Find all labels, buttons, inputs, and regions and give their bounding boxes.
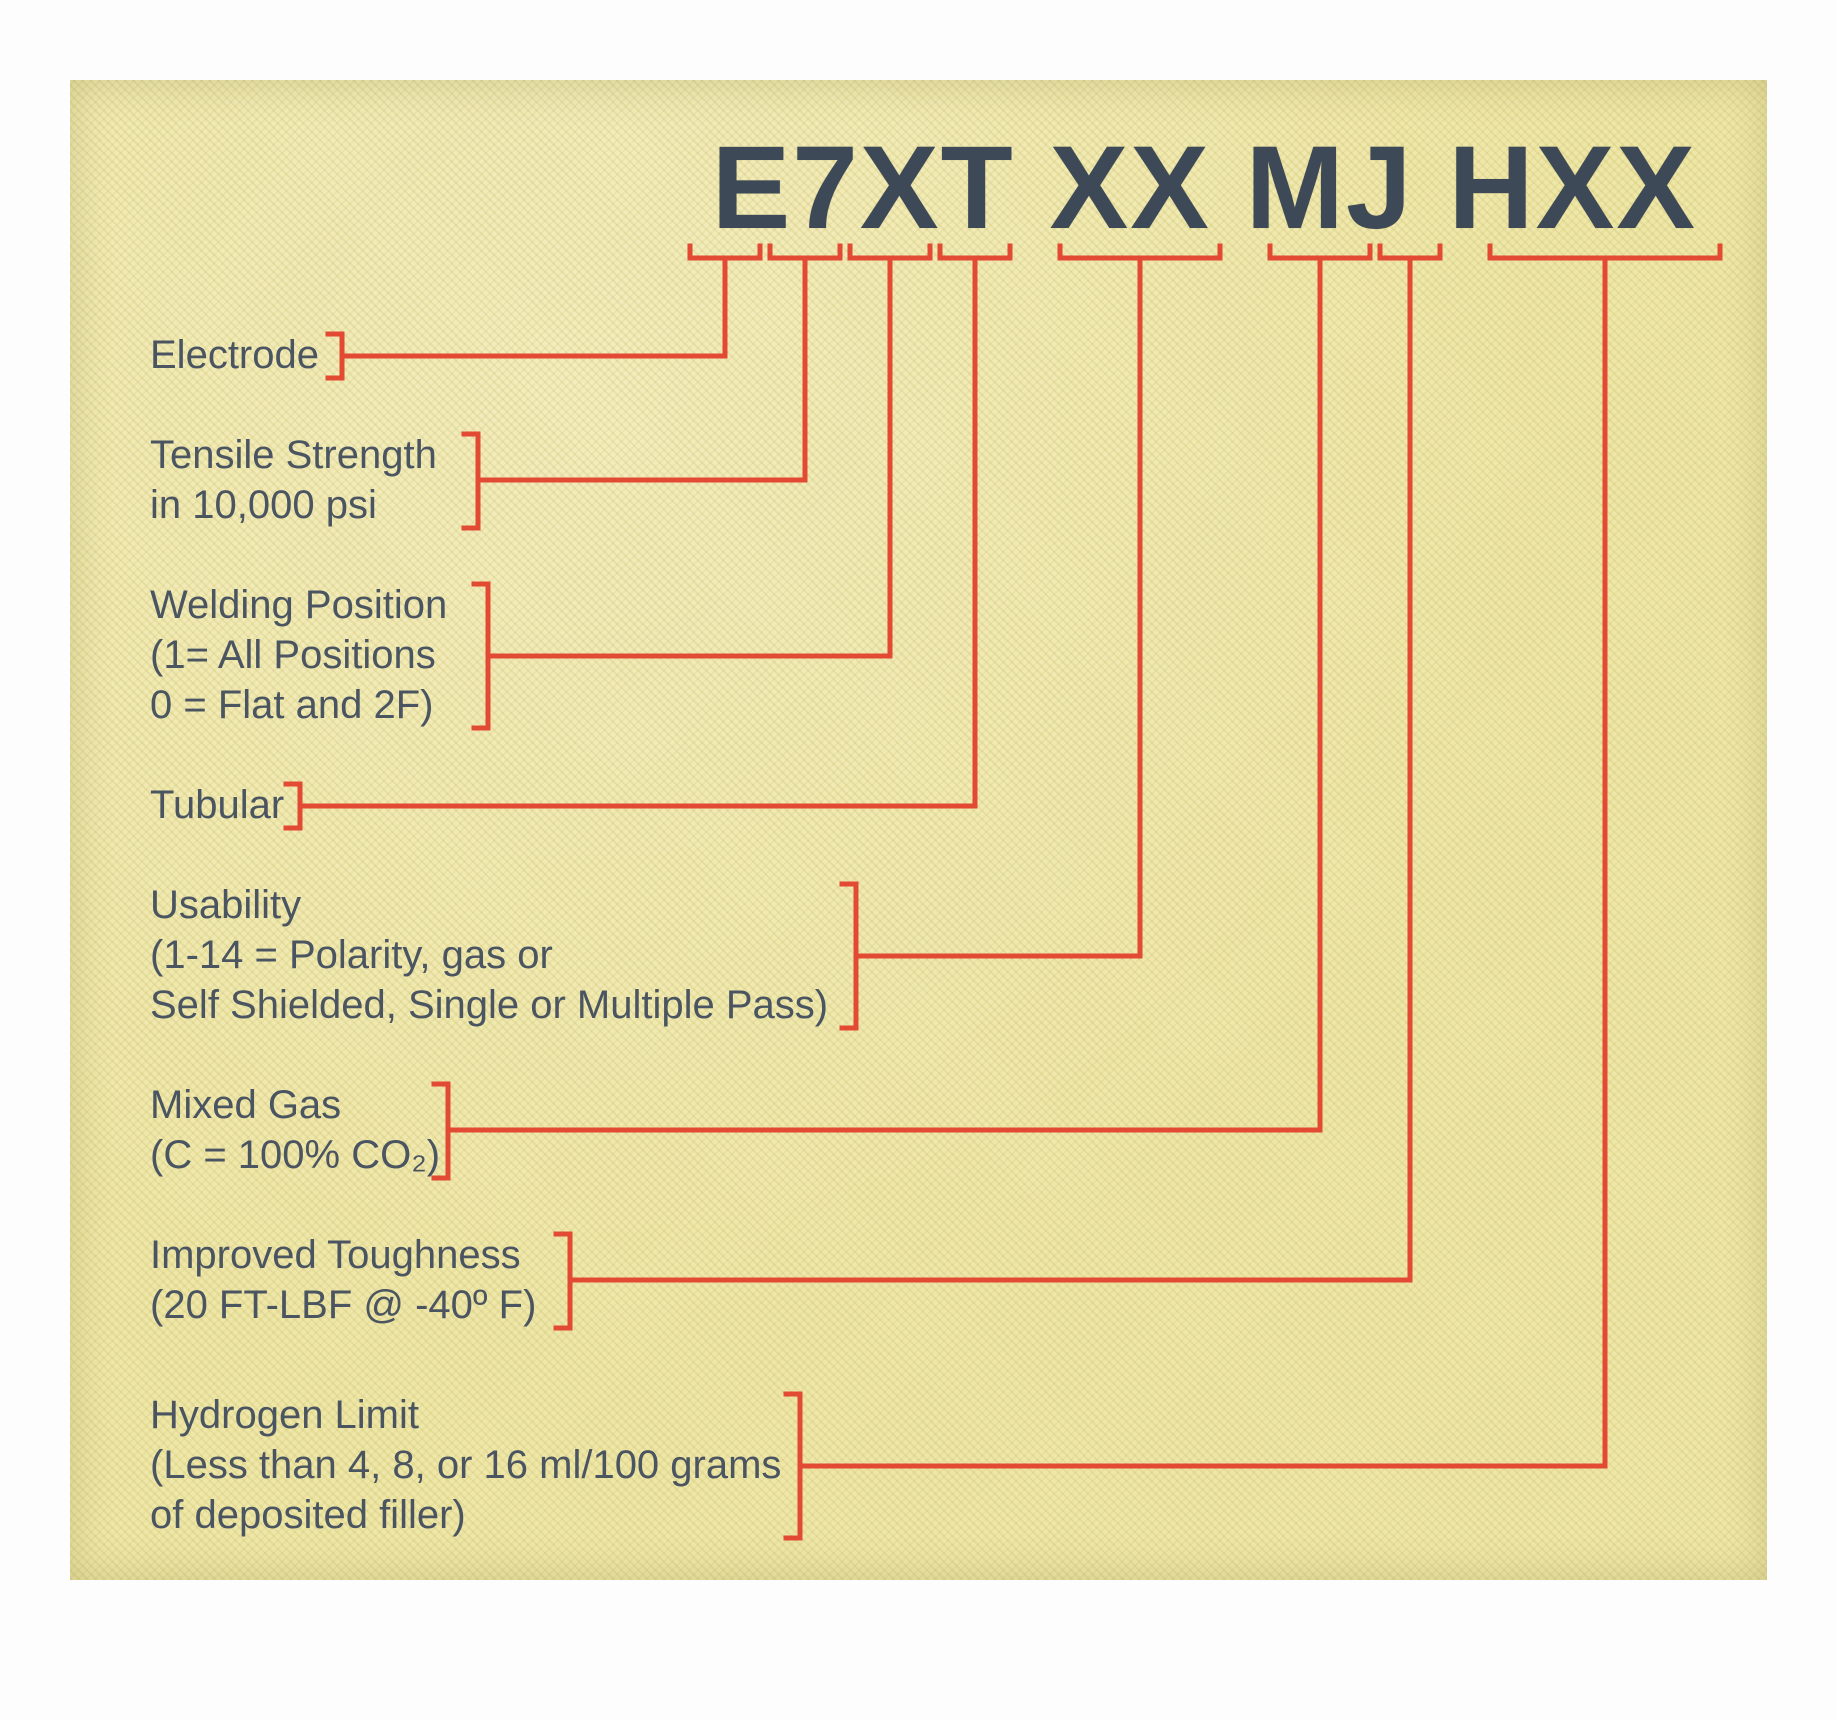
label-position: Welding Position (1= All Positions 0 = F… <box>150 580 447 730</box>
code-title: E7XT XX MJ HXX <box>712 120 1697 256</box>
label-hydrogen: Hydrogen Limit (Less than 4, 8, or 16 ml… <box>150 1390 781 1540</box>
connector-lines <box>70 80 1767 1580</box>
label-tubular: Tubular <box>150 780 284 830</box>
label-toughness: Improved Toughness (20 FT-LBF @ -40º F) <box>150 1230 536 1330</box>
label-mixedgas: Mixed Gas (C = 100% CO₂) <box>150 1080 440 1180</box>
diagram-canvas: E7XT XX MJ HXX Electrode Tensile Strength… <box>70 80 1767 1580</box>
label-electrode: Electrode <box>150 330 319 380</box>
label-tensile: Tensile Strength in 10,000 psi <box>150 430 437 530</box>
label-usability: Usability (1-14 = Polarity, gas or Self … <box>150 880 828 1030</box>
